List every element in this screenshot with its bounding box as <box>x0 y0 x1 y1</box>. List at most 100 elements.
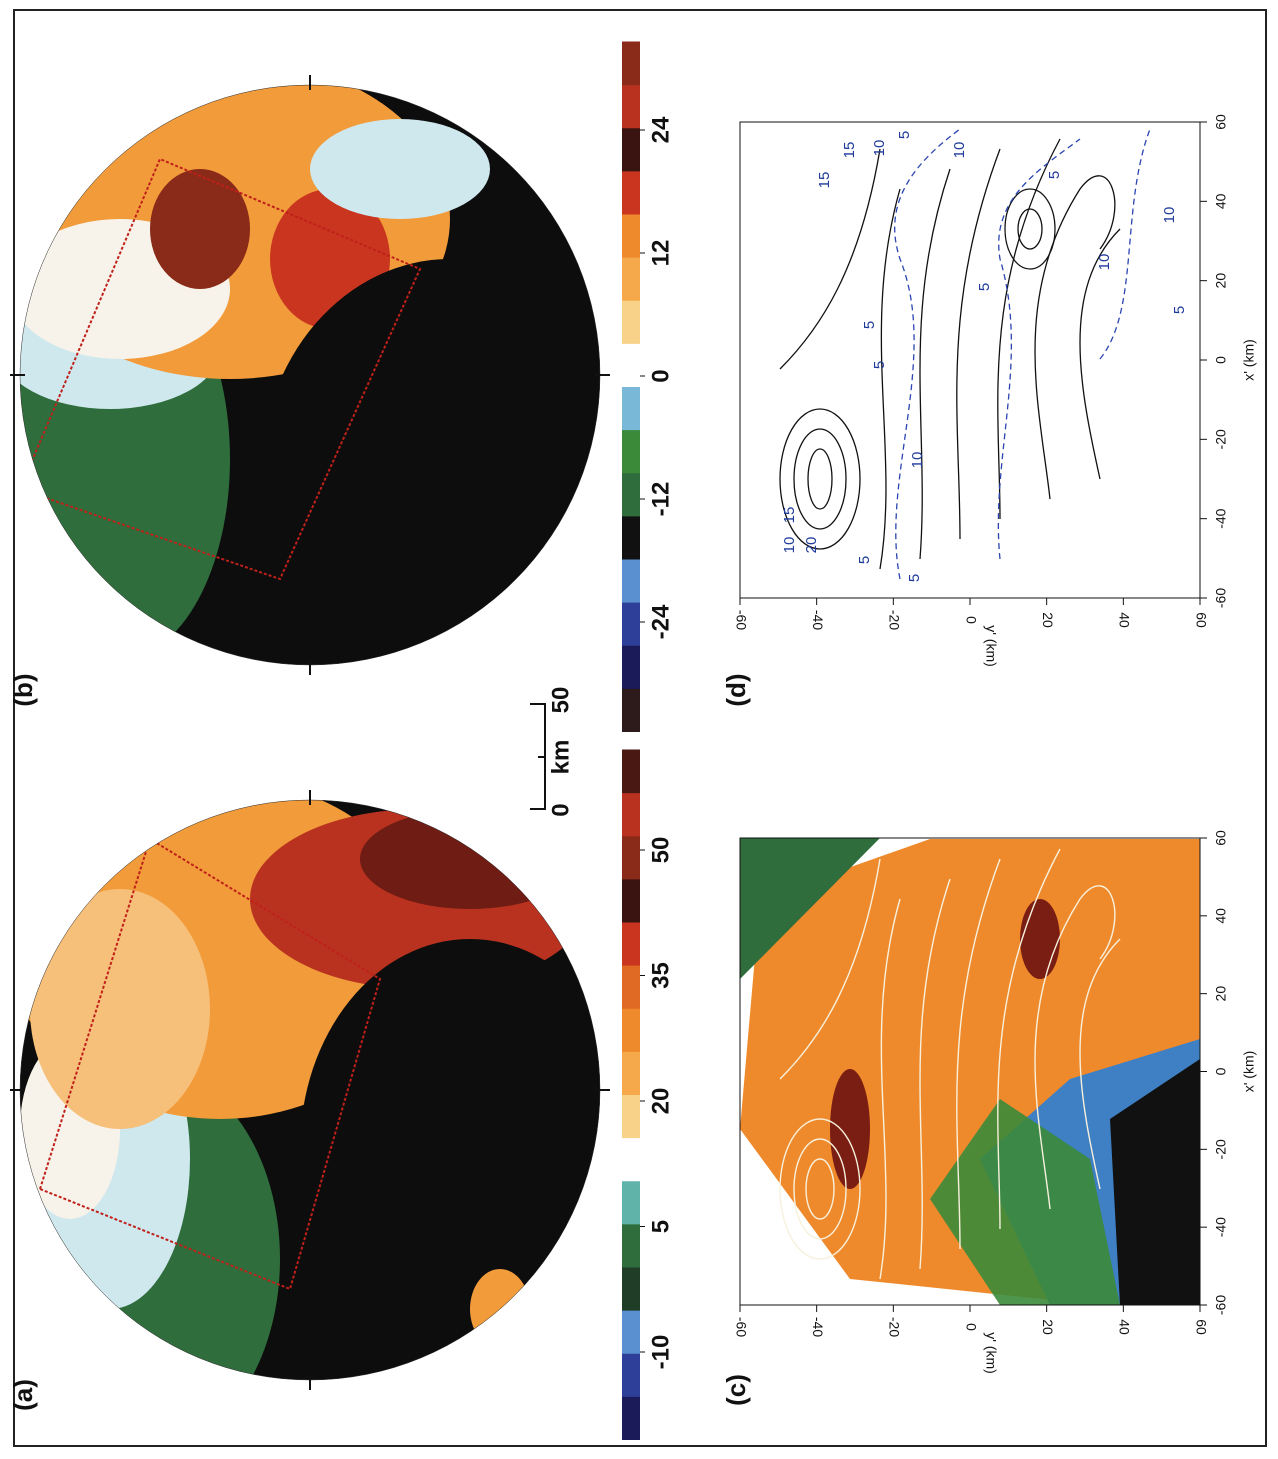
y-tick-label: -60 <box>733 610 749 630</box>
colorbar-band <box>622 1224 640 1268</box>
colorbar-band <box>622 836 640 880</box>
contour-label: 5 <box>896 131 913 139</box>
contour-label: 5 <box>871 361 888 369</box>
x-tick-label: 40 <box>1213 908 1229 924</box>
colorbar-band <box>622 516 640 560</box>
colorbar-band <box>622 793 640 837</box>
contour-label: 5 <box>976 283 993 291</box>
colorbar-band <box>622 750 640 794</box>
contour-label: 10 <box>951 142 968 159</box>
colorbar-band <box>622 645 640 689</box>
colorbar-tick-label: 0 <box>647 369 674 382</box>
scale-bar <box>530 704 545 809</box>
x-tick-label: 60 <box>1213 114 1229 130</box>
y-tick-label: -40 <box>810 610 826 630</box>
contour-label: 5 <box>1171 306 1188 314</box>
contour-label: 15 <box>841 142 858 159</box>
colorbar-tick-label: 5 <box>647 1220 674 1233</box>
x-tick-label: -60 <box>1213 1295 1229 1315</box>
panel-label: (b) <box>8 673 38 706</box>
colorbar-band <box>622 257 640 301</box>
colorbar-band <box>622 343 640 387</box>
y-tick-label: 0 <box>963 616 979 624</box>
colorbar-band <box>622 602 640 646</box>
colorbar-tick-label: 24 <box>647 116 674 143</box>
colorbar-band <box>622 879 640 923</box>
x-tick-label: 0 <box>1213 356 1229 364</box>
x-tick-label: 0 <box>1213 1067 1229 1075</box>
colorbar-band <box>622 1396 640 1440</box>
y-tick-label: -40 <box>810 1317 826 1337</box>
y-axis-label: y' (km) <box>983 1332 999 1374</box>
x-axis-label: x' (km) <box>1241 1051 1257 1093</box>
colorbar-band <box>622 1310 640 1354</box>
panel-label: (c) <box>721 1374 751 1406</box>
contour-label: 5 <box>856 556 873 564</box>
colorbar-a: -10 5 20 35 50 <box>622 750 674 1441</box>
contour-label: 15 <box>816 172 833 189</box>
y-tick-label: -60 <box>733 1317 749 1337</box>
y-tick-label: 40 <box>1117 1319 1133 1335</box>
colorbar-band <box>622 473 640 517</box>
colorbar-band <box>622 922 640 966</box>
x-tick-label: -60 <box>1213 588 1229 608</box>
x-tick-label: 60 <box>1213 830 1229 846</box>
colorbar-band <box>622 171 640 215</box>
colorbar-band <box>622 430 640 474</box>
colorbar-band <box>622 214 640 258</box>
x-tick-label: -20 <box>1213 429 1229 449</box>
panel-d-frame <box>740 122 1200 598</box>
colorbar-tick-label: 50 <box>647 837 674 864</box>
colorbar-tick-label: 20 <box>647 1088 674 1115</box>
colorbar-tick-label: -24 <box>647 604 674 639</box>
contour-label: 10 <box>871 140 888 157</box>
colorbar-band <box>622 128 640 172</box>
contour-label: 10 <box>909 452 926 469</box>
colorbar-band <box>622 300 640 344</box>
panel-d-image <box>780 129 1150 579</box>
radar-image-a <box>10 779 640 1449</box>
x-tick-label: 20 <box>1213 273 1229 289</box>
colorbar-band <box>622 42 640 86</box>
scale-bar-label: 0 <box>547 803 574 816</box>
contour-label: 5 <box>861 321 878 329</box>
panel-label: (a) <box>8 1379 38 1411</box>
y-axis-label: y' (km) <box>983 625 999 667</box>
colorbar-band <box>622 1051 640 1095</box>
colorbar-band <box>622 1138 640 1182</box>
radar-image-b <box>0 59 640 699</box>
y-tick-label: 40 <box>1117 612 1133 628</box>
colorbar-band <box>622 965 640 1009</box>
colorbar-band <box>622 559 640 603</box>
contour-label: 20 <box>803 537 820 554</box>
contour-label: 10 <box>1161 207 1178 224</box>
x-tick-label: -20 <box>1213 1139 1229 1159</box>
colorbar-band <box>622 688 640 732</box>
colorbar-tick-label: 35 <box>647 962 674 989</box>
x-tick-label: 40 <box>1213 193 1229 209</box>
y-tick-label: 60 <box>1193 612 1209 628</box>
y-tick-label: 0 <box>963 1323 979 1331</box>
x-tick-label: 20 <box>1213 986 1229 1002</box>
colorbar-band <box>622 1267 640 1311</box>
scale-bar-label: km <box>547 740 574 775</box>
colorbar-band <box>622 1353 640 1397</box>
contour-label: 5 <box>1046 171 1063 179</box>
y-tick-label: -20 <box>887 610 903 630</box>
y-tick-label: 20 <box>1040 1319 1056 1335</box>
colorbar-band <box>622 1095 640 1139</box>
contour-label: 5 <box>906 574 923 582</box>
x-tick-label: -40 <box>1213 508 1229 528</box>
y-tick-label: 60 <box>1193 1319 1209 1335</box>
contour-label: 10 <box>781 537 798 554</box>
colorbar-band <box>622 387 640 431</box>
colorbar-tick-label: 12 <box>647 240 674 267</box>
colorbar-band <box>622 85 640 129</box>
contour-label: 10 <box>1096 254 1113 271</box>
x-tick-label: -40 <box>1213 1217 1229 1237</box>
colorbar-tick-label: -12 <box>647 482 674 517</box>
panel-c-image <box>740 838 1200 1305</box>
colorbar-tick-label: -10 <box>647 1335 674 1370</box>
scale-bar-label: 50 <box>547 687 574 714</box>
